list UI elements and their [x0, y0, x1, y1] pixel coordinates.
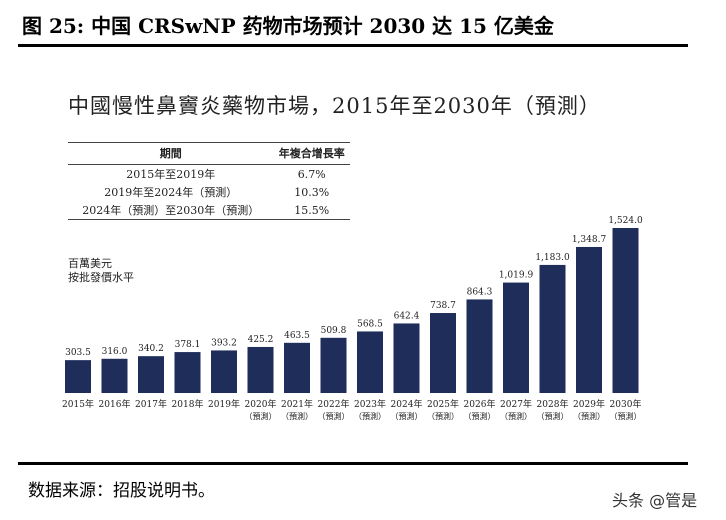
chart-title: 中國慢性鼻竇炎藥物市場，2015年至2030年（預測）: [68, 94, 601, 118]
data-label: 864.3: [467, 287, 493, 297]
x-tick-label: 2025年: [427, 398, 459, 410]
data-label: 378.1: [175, 340, 201, 350]
x-tick-label: 2020年: [245, 398, 277, 410]
x-tick-sublabel: （預測）: [245, 411, 277, 421]
x-tick-label: 2023年: [354, 398, 386, 410]
x-tick-sublabel: （預測）: [427, 411, 459, 421]
data-label: 316.0: [102, 347, 128, 357]
bar: [247, 346, 274, 393]
bar: [284, 342, 310, 393]
period-cell: 2024年（預測）至2030年（預測）: [68, 201, 274, 220]
bar: [320, 337, 347, 393]
bottom-divider: [18, 462, 688, 465]
x-tick-label: 2029年: [573, 398, 605, 410]
unit-label-2: 按批發價水平: [68, 271, 134, 284]
data-label: 1,524.0: [608, 216, 643, 226]
data-label: 303.5: [65, 348, 91, 358]
x-tick-sublabel: （預測）: [500, 411, 532, 421]
data-label: 463.5: [284, 331, 310, 341]
x-tick-sublabel: （預測）: [318, 411, 350, 421]
bar: [138, 356, 164, 393]
data-label: 425.2: [248, 335, 274, 345]
header-cagr: 年複合增長率: [273, 142, 350, 165]
data-label: 1,019.9: [499, 271, 534, 281]
bar: [393, 323, 420, 393]
x-tick-sublabel: （預測）: [537, 411, 569, 421]
x-tick-label: 2019年: [208, 398, 240, 410]
cagr-cell: 15.5%: [273, 201, 350, 220]
data-label: 340.2: [138, 344, 164, 354]
x-tick-sublabel: （預測）: [464, 411, 496, 421]
source-note: 数据来源：招股说明书。: [28, 481, 215, 501]
table-row: 2015年至2019年 6.7%: [68, 165, 350, 184]
watermark: 头条 @管是: [612, 491, 698, 510]
bar: [503, 282, 529, 393]
cagr-cell: 10.3%: [294, 185, 330, 199]
x-tick-label: 2030年: [610, 398, 642, 410]
x-tick-label: 2024年: [391, 398, 423, 410]
cagr-cell: 6.7%: [297, 167, 326, 181]
bar: [576, 246, 602, 393]
x-tick-sublabel: （預測）: [391, 411, 423, 421]
x-tick-label: 2026年: [464, 398, 496, 410]
bar: [539, 264, 566, 393]
cagr-table: 期間 年複合增長率 2015年至2019年 6.7% 2019年至2024年（預測） 1…: [68, 142, 350, 220]
x-tick-sublabel: （預測）: [610, 411, 642, 421]
x-tick-label: 2017年: [135, 398, 167, 410]
x-tick-label: 2021年: [281, 398, 313, 410]
data-label: 1,348.7: [572, 235, 607, 245]
data-label: 568.5: [357, 319, 383, 329]
bar: [65, 360, 91, 393]
bar: [174, 352, 201, 393]
data-label: 642.4: [394, 311, 420, 321]
bar: [211, 350, 237, 393]
table-row: 2019年至2024年（預測） 10.3%: [68, 183, 350, 201]
unit-label: 百萬美元: [68, 257, 112, 270]
x-tick-label: 2016年: [99, 398, 131, 410]
bar: [466, 299, 493, 393]
x-tick-sublabel: （預測）: [573, 411, 605, 421]
bar: [430, 313, 456, 393]
data-label: 509.8: [321, 326, 347, 336]
bar: [101, 358, 128, 393]
x-tick-label: 2018年: [172, 398, 204, 410]
x-tick-label: 2022年: [318, 398, 350, 410]
period-cell: 2019年至2024年（預測）: [104, 186, 238, 199]
bar: [612, 228, 639, 393]
x-tick-label: 2028年: [537, 398, 569, 410]
figure-title: 图 25: 中国 CRSwNP 药物市场预计 2030 达 15 亿美金: [22, 14, 554, 38]
x-tick-label: 2015年: [62, 398, 94, 410]
x-tick-sublabel: （預測）: [354, 411, 386, 421]
top-divider: [18, 44, 688, 47]
table-row: 2024年（預測）至2030年（預測） 15.5%: [68, 201, 350, 220]
bar: [357, 331, 383, 393]
x-tick-label: 2027年: [500, 398, 532, 410]
data-label: 393.2: [211, 338, 237, 348]
header-period: 期間: [68, 142, 274, 165]
period-cell: 2015年至2019年: [126, 168, 216, 181]
data-label: 738.7: [430, 301, 456, 311]
x-tick-sublabel: （預測）: [281, 411, 313, 421]
data-label: 1,183.0: [535, 253, 570, 263]
